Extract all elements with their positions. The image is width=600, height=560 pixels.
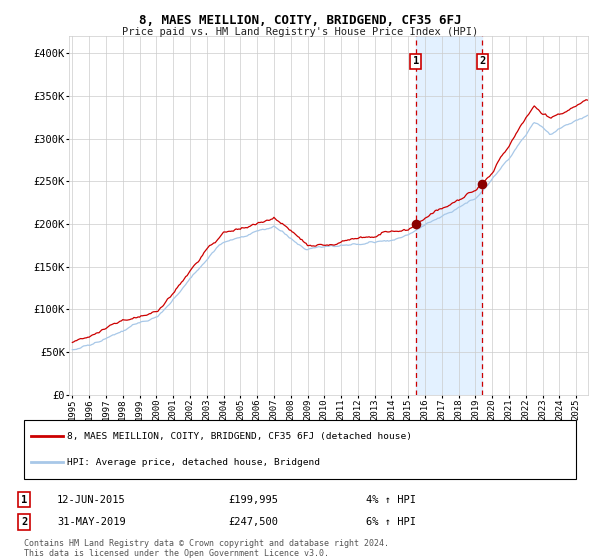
Text: This data is licensed under the Open Government Licence v3.0.: This data is licensed under the Open Gov… [24, 549, 329, 558]
Text: 1: 1 [21, 494, 27, 505]
Point [411, 220, 421, 228]
Text: 1: 1 [413, 57, 419, 67]
Text: 12-JUN-2015: 12-JUN-2015 [57, 494, 126, 505]
Text: £199,995: £199,995 [228, 494, 278, 505]
Text: 6% ↑ HPI: 6% ↑ HPI [366, 517, 416, 527]
Text: 2: 2 [479, 57, 485, 67]
Text: 2: 2 [21, 517, 27, 527]
Text: Contains HM Land Registry data © Crown copyright and database right 2024.: Contains HM Land Registry data © Crown c… [24, 539, 389, 548]
Text: Price paid vs. HM Land Registry's House Price Index (HPI): Price paid vs. HM Land Registry's House … [122, 27, 478, 37]
Text: £247,500: £247,500 [228, 517, 278, 527]
Point [478, 179, 487, 188]
Text: 31-MAY-2019: 31-MAY-2019 [57, 517, 126, 527]
Text: HPI: Average price, detached house, Bridgend: HPI: Average price, detached house, Brid… [67, 458, 320, 467]
Bar [416, 36, 482, 395]
Text: 4% ↑ HPI: 4% ↑ HPI [366, 494, 416, 505]
Text: 8, MAES MEILLION, COITY, BRIDGEND, CF35 6FJ (detached house): 8, MAES MEILLION, COITY, BRIDGEND, CF35 … [67, 432, 412, 441]
Text: 8, MAES MEILLION, COITY, BRIDGEND, CF35 6FJ: 8, MAES MEILLION, COITY, BRIDGEND, CF35 … [139, 14, 461, 27]
